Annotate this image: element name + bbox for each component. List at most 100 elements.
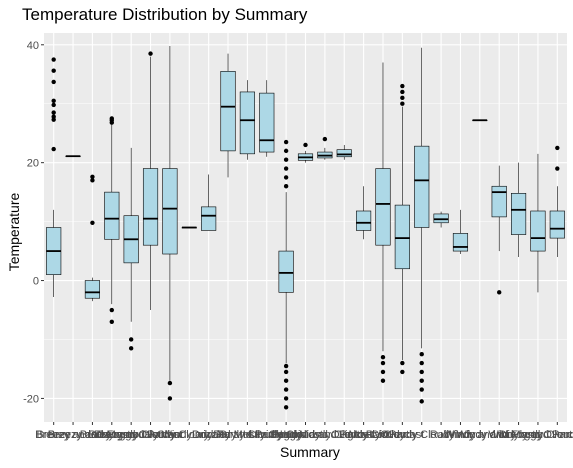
x-tick-label: Humid and Partly Cloudy (283, 429, 405, 441)
outlier-point (51, 146, 56, 152)
outlier-point (283, 396, 289, 401)
x-tick-label: Breezy and Mostly Cloudy (48, 429, 176, 441)
outlier-point (555, 145, 560, 151)
box-19 (394, 83, 410, 375)
outlier-point (400, 101, 405, 106)
box-11 (239, 80, 255, 160)
box-6 (142, 51, 159, 311)
outlier-point (283, 369, 289, 375)
box-23 (472, 119, 488, 122)
x-tick-label: Breezy and Foggy (48, 429, 138, 441)
outlier-point (400, 89, 405, 95)
box-body (104, 191, 120, 240)
x-tick-label: Breezy and Partly Cloudy (88, 429, 213, 441)
outlier-point (380, 369, 386, 375)
outlier-point (283, 157, 289, 162)
x-tick-label: Windy and Mostly Cloudy (457, 429, 573, 441)
outlier-point (419, 352, 424, 357)
outlier-point (283, 139, 289, 145)
x-tick-label: Mostly Cloudy (348, 429, 418, 441)
box-body (511, 193, 527, 235)
box-5 (123, 147, 139, 351)
outlier-point (90, 178, 95, 183)
outlier-point (419, 387, 424, 392)
box-21 (433, 211, 449, 228)
box-body (84, 280, 100, 299)
x-tick-label: Windy and Overcast (488, 429, 573, 441)
outlier-point (109, 307, 114, 313)
outlier-point (497, 290, 502, 295)
x-tick-label: Dangerously Windy and Partly Cloudy (97, 429, 283, 441)
box-body (259, 92, 275, 153)
outlier-point (555, 166, 560, 171)
x-tick-label: Breezy and Dry (35, 429, 111, 441)
x-tick-label: Windy and Foggy (456, 429, 542, 441)
outlier-point (400, 369, 405, 375)
outlier-point (128, 346, 134, 351)
x-tick-label: Humid and Overcast (275, 429, 375, 441)
box-body (549, 210, 565, 239)
x-tick-label: Light Rain (339, 429, 389, 441)
box-25 (511, 162, 527, 257)
box-4 (104, 116, 120, 325)
box-27 (549, 145, 565, 257)
box-14 (297, 142, 314, 163)
chart-title: Temperature Distribution by Summary (22, 5, 308, 24)
outlier-point (400, 83, 405, 89)
box-body (239, 91, 255, 155)
outlier-point (419, 360, 424, 366)
x-axis-label: Summary (280, 444, 340, 460)
box-body (278, 250, 294, 293)
box-22 (452, 209, 469, 255)
outlier-point (400, 360, 405, 366)
box-body (162, 168, 178, 255)
x-tick-label: Windy and Partly Cloudy (497, 429, 573, 441)
box-10 (220, 53, 236, 178)
outlier-point (51, 102, 56, 108)
outlier-point (380, 354, 386, 360)
outlier-point (283, 175, 289, 180)
outlier-point (51, 114, 56, 119)
x-tick-label: Partly Cloudy (389, 429, 455, 441)
outlier-point (380, 360, 386, 366)
outlier-point (90, 220, 95, 225)
outlier-point (283, 166, 289, 171)
outlier-point (419, 369, 424, 375)
outlier-point (51, 57, 56, 62)
outlier-point (400, 95, 405, 101)
box-15 (317, 136, 333, 160)
outlier-point (380, 378, 386, 383)
box-3 (84, 174, 100, 302)
box-body (530, 210, 546, 252)
outlier-point (283, 148, 289, 154)
outlier-point (283, 363, 289, 369)
box-16 (336, 144, 352, 160)
x-tick-label: Dry (219, 429, 237, 441)
box-body (220, 71, 236, 152)
box-9 (201, 174, 217, 231)
x-tick-label: Overcast (380, 429, 424, 441)
box-2 (65, 155, 81, 158)
box-body (201, 206, 217, 231)
box-body (356, 210, 372, 231)
box-body (336, 149, 352, 158)
outlier-point (51, 79, 56, 85)
box-7 (162, 45, 178, 401)
x-tick-label: Windy and Dry (444, 429, 517, 441)
y-tick-label: 40 (27, 40, 39, 52)
box-8 (181, 226, 197, 229)
box-body (491, 185, 507, 218)
x-tick-label: Breezy and Overcast (80, 429, 183, 441)
x-tick-label: Dry and Mostly Cloudy (192, 429, 303, 441)
outlier-point (51, 68, 56, 73)
outlier-point (283, 184, 289, 189)
box-body (414, 145, 430, 228)
outlier-point (51, 98, 56, 103)
x-tick-label: Rain (430, 429, 453, 441)
outlier-point (109, 319, 114, 325)
y-tick-label: 0 (33, 276, 39, 288)
box-17 (356, 186, 372, 240)
outlier-point (148, 51, 153, 56)
